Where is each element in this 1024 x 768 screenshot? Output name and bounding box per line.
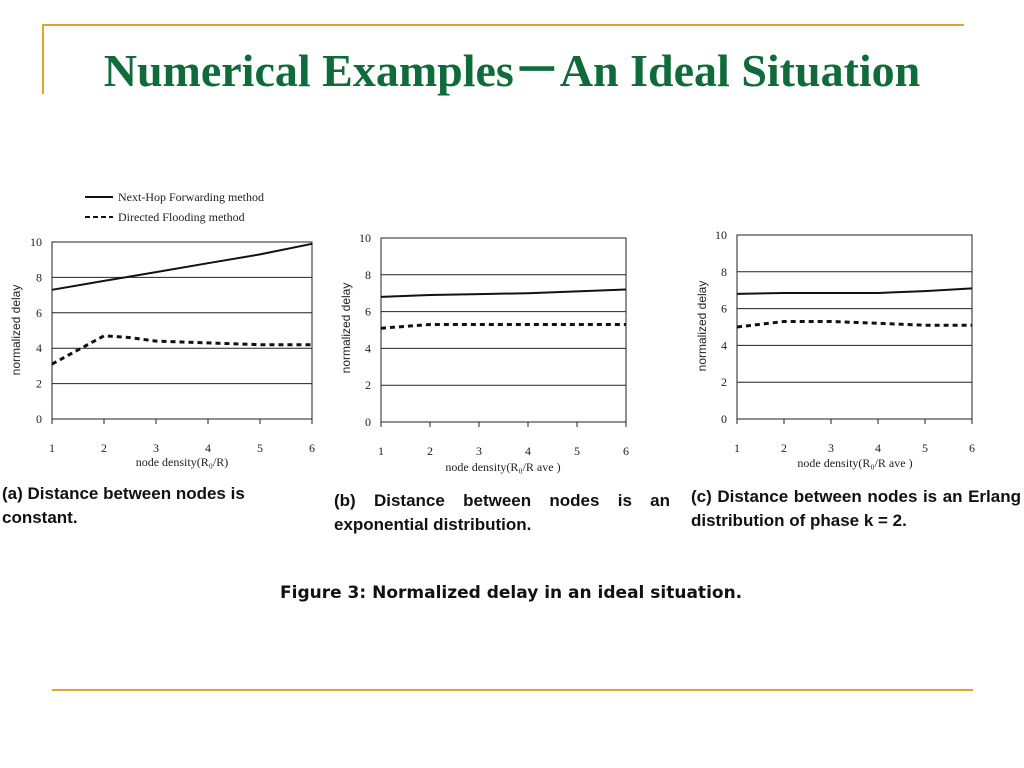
y-tick-label: 8 bbox=[365, 268, 371, 282]
y-tick-label: 4 bbox=[721, 338, 727, 352]
y-tick-label: 4 bbox=[365, 341, 371, 355]
y-axis-label: normalized delay bbox=[9, 285, 23, 376]
series-line-directed-flooding bbox=[51, 334, 312, 366]
y-tick-label: 0 bbox=[36, 412, 42, 426]
x-axis-label: node density(R₀/R ave ) bbox=[445, 460, 560, 474]
plot-frame bbox=[380, 237, 627, 423]
legend-label-next-hop: Next-Hop Forwarding method bbox=[118, 190, 264, 204]
x-tick-label: 4 bbox=[205, 441, 211, 455]
series-line-next-hop bbox=[736, 287, 973, 295]
y-tick-label: 6 bbox=[365, 305, 371, 319]
series-line-next-hop bbox=[51, 242, 313, 291]
caption-b: (b) Distance between nodes is an exponen… bbox=[334, 491, 670, 534]
x-tick-label: 6 bbox=[309, 441, 315, 455]
x-axis-label: node density(R₀/R ave ) bbox=[797, 456, 912, 470]
y-axis-label: normalized delay bbox=[695, 281, 709, 372]
y-tick-label: 2 bbox=[721, 375, 727, 389]
y-tick-label: 8 bbox=[721, 265, 727, 279]
bottom-rule bbox=[52, 689, 973, 691]
y-axis-label: normalized delay bbox=[339, 283, 353, 374]
x-axis-label: node density(R₀/R) bbox=[136, 455, 229, 469]
x-tick-label: 5 bbox=[922, 441, 928, 455]
x-tick-label: 5 bbox=[574, 444, 580, 458]
legend-label-directed-flooding: Directed Flooding method bbox=[118, 210, 245, 224]
x-tick-label: 3 bbox=[476, 444, 482, 458]
figure-caption: Figure 3: Normalized delay in an ideal s… bbox=[280, 583, 743, 603]
y-tick-label: 10 bbox=[715, 228, 727, 242]
y-tick-label: 6 bbox=[36, 306, 42, 320]
caption-a: (a) Distance between nodes is constant. bbox=[2, 484, 245, 527]
y-tick-label: 8 bbox=[36, 270, 42, 284]
series-line-next-hop bbox=[380, 288, 627, 298]
x-tick-label: 3 bbox=[153, 441, 159, 455]
x-tick-label: 1 bbox=[378, 444, 384, 458]
x-tick-label: 1 bbox=[49, 441, 55, 455]
y-tick-label: 10 bbox=[359, 231, 371, 245]
series-line-directed-flooding bbox=[736, 320, 972, 329]
y-tick-label: 0 bbox=[365, 415, 371, 429]
x-tick-label: 4 bbox=[875, 441, 881, 455]
x-tick-label: 1 bbox=[734, 441, 740, 455]
top-rule bbox=[42, 24, 964, 26]
slide-title: Numerical Examples－An Ideal Situation bbox=[103, 45, 921, 96]
x-tick-label: 6 bbox=[969, 441, 975, 455]
y-tick-label: 2 bbox=[36, 377, 42, 391]
x-tick-label: 5 bbox=[257, 441, 263, 455]
plot-frame bbox=[736, 234, 973, 420]
x-tick-label: 2 bbox=[781, 441, 787, 455]
x-tick-label: 3 bbox=[828, 441, 834, 455]
y-tick-label: 2 bbox=[365, 378, 371, 392]
caption-c: (c) Distance between nodes is an Erlang … bbox=[691, 487, 1021, 530]
plot-frame bbox=[51, 241, 313, 420]
x-tick-label: 2 bbox=[427, 444, 433, 458]
x-tick-label: 6 bbox=[623, 444, 629, 458]
y-tick-label: 10 bbox=[30, 235, 42, 249]
y-tick-label: 6 bbox=[721, 302, 727, 316]
y-tick-label: 4 bbox=[36, 341, 42, 355]
x-tick-label: 4 bbox=[525, 444, 531, 458]
series-line-directed-flooding bbox=[380, 323, 626, 330]
y-tick-label: 0 bbox=[721, 412, 727, 426]
left-rule bbox=[42, 24, 44, 94]
x-tick-label: 2 bbox=[101, 441, 107, 455]
